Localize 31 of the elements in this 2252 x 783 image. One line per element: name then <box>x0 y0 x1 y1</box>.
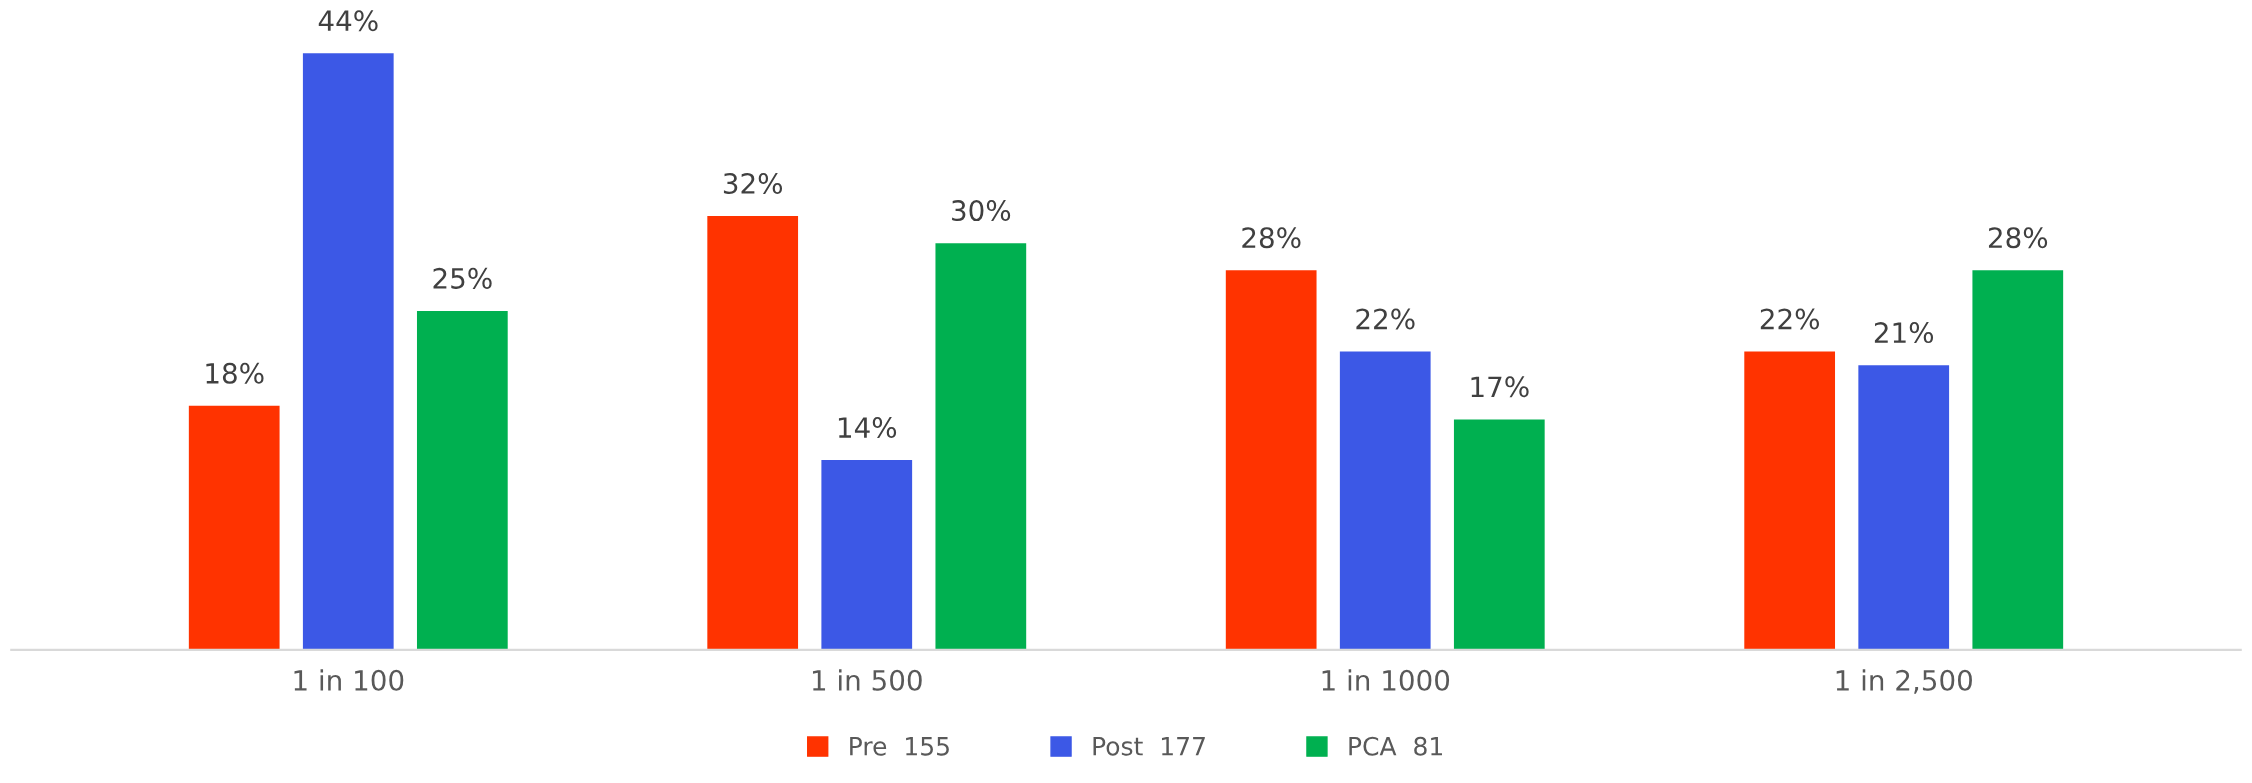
x-tick-label: 1 in 100 <box>294 669 404 691</box>
data-label: 17% <box>1471 376 1529 398</box>
x-tick-label: 1 in 500 <box>812 669 922 691</box>
data-label: 14% <box>838 417 897 439</box>
data-label: 22% <box>1356 308 1415 330</box>
bar <box>1339 351 1431 650</box>
bar <box>1972 270 2064 650</box>
bar <box>707 216 799 650</box>
bar <box>1744 351 1836 650</box>
data-label: 22% <box>1760 308 1819 330</box>
data-label: 28% <box>1242 227 1301 249</box>
bar <box>935 243 1027 650</box>
bar <box>302 53 394 650</box>
legend-label: PCA 81 <box>1349 736 1442 756</box>
bar <box>188 405 280 650</box>
data-label: 44% <box>318 10 378 32</box>
data-label: 30% <box>952 200 1011 222</box>
data-label: 28% <box>1988 227 2048 249</box>
bar <box>1225 270 1317 650</box>
bar <box>1858 365 1950 650</box>
legend-label: Post 177 <box>1093 737 1205 756</box>
bar <box>821 460 913 650</box>
bar <box>416 310 508 650</box>
x-tick-label: 1 in 2,500 <box>1836 669 1972 694</box>
bar <box>1453 419 1545 650</box>
data-label: 21% <box>1874 322 1934 344</box>
data-label: 18% <box>206 362 264 384</box>
legend-label: Pre 155 <box>850 737 949 756</box>
data-label: 32% <box>723 172 783 194</box>
x-tick-label: 1 in 1000 <box>1322 669 1450 691</box>
data-label: 25% <box>433 267 492 289</box>
